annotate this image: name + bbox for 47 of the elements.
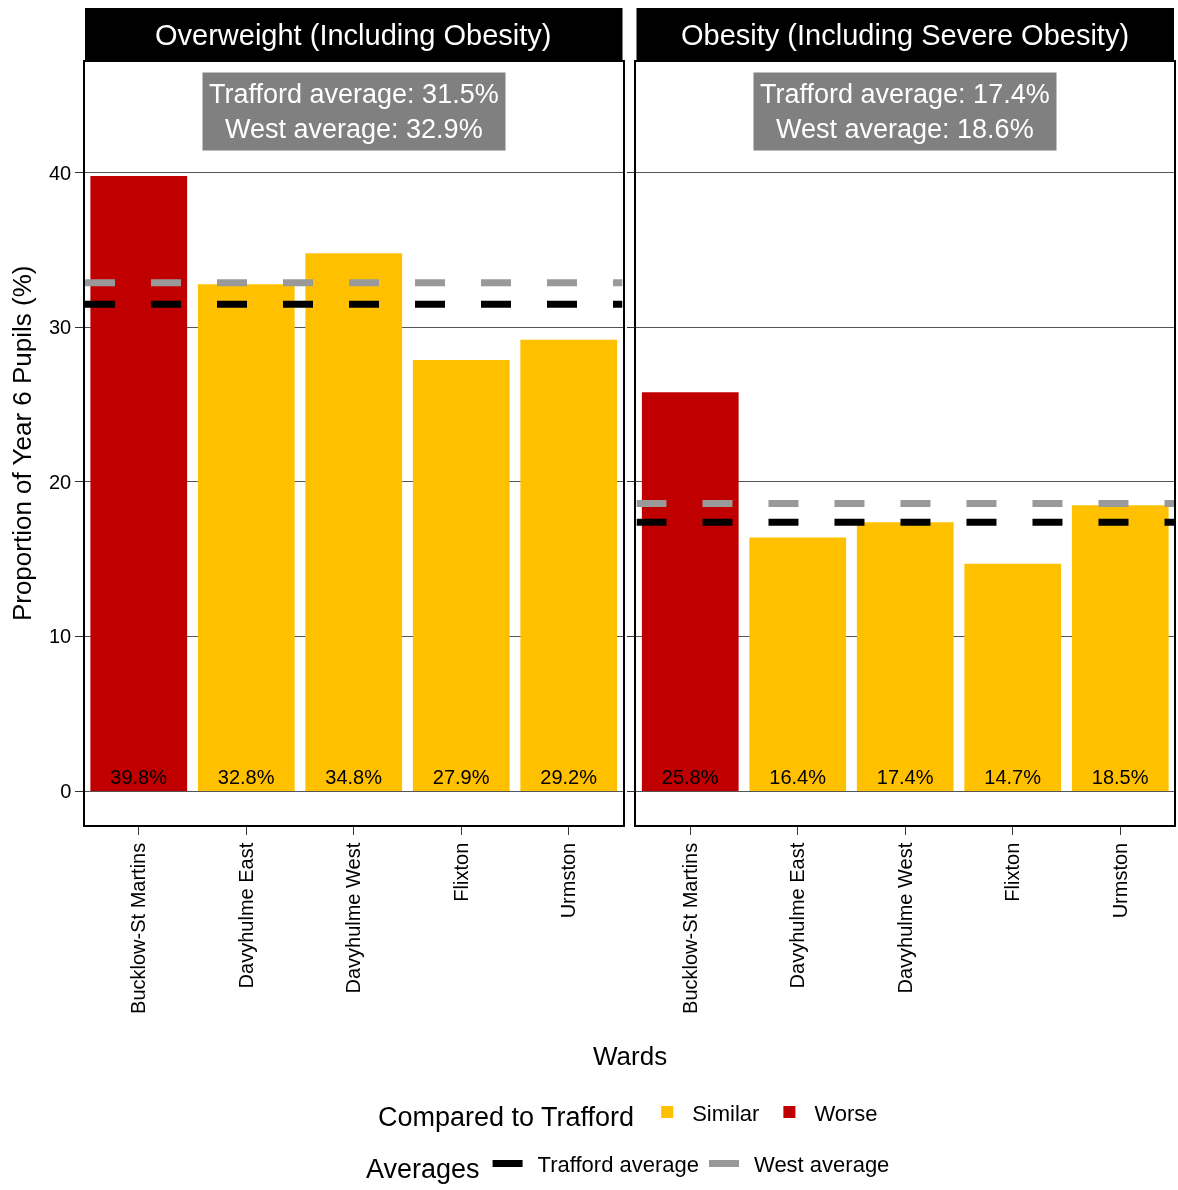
x-axis-title: Wards <box>593 1041 668 1071</box>
data-label: 32.8% <box>217 766 275 788</box>
legend-label: Worse <box>814 1100 878 1126</box>
bar <box>197 284 295 791</box>
data-label: 25.8% <box>661 766 719 788</box>
x-tick-label: Urmston <box>557 842 580 919</box>
bar <box>641 392 739 791</box>
data-label: 39.8% <box>110 766 168 788</box>
y-tick-label: 40 <box>49 161 72 184</box>
legend-label: Similar <box>692 1100 760 1126</box>
y-tick-label: 30 <box>49 316 72 339</box>
annotation: Trafford average: 31.5% West average: 32.9% <box>209 79 499 145</box>
bar <box>520 339 618 791</box>
bar <box>749 537 847 791</box>
x-tick-label: Davyhulme East <box>786 842 809 989</box>
legend-label: Trafford average <box>537 1152 700 1178</box>
bar <box>1071 505 1169 791</box>
x-tick-label: Flixton <box>1001 842 1024 902</box>
x-tick-label: Davyhulme West <box>893 842 916 994</box>
x-tick-label: Flixton <box>449 842 472 902</box>
bar <box>90 176 188 791</box>
chart-title: Obesity (Including Severe Obesity) <box>681 19 1130 51</box>
data-label: 16.4% <box>769 766 827 788</box>
annotation: Trafford average: 17.4% West average: 18.6% <box>760 79 1050 145</box>
x-tick-label: Urmston <box>1108 842 1131 919</box>
legend-title: Averages <box>366 1153 480 1184</box>
y-axis-title: Proportion of Year 6 Pupils (%) <box>6 265 37 622</box>
bar <box>856 522 954 791</box>
y-tick-label: 10 <box>49 625 72 648</box>
bar <box>964 563 1062 791</box>
y-tick-label: 0 <box>60 780 72 802</box>
x-tick-label: Davyhulme East <box>234 842 257 989</box>
bar <box>305 253 403 791</box>
x-tick-label: Davyhulme West <box>342 842 365 994</box>
data-label: 29.2% <box>540 766 598 788</box>
data-label: 18.5% <box>1091 766 1149 788</box>
data-label: 17.4% <box>876 766 934 788</box>
legend-label: West average <box>754 1152 890 1178</box>
data-label: 34.8% <box>325 766 383 788</box>
legend-title: Compared to Trafford <box>378 1102 635 1133</box>
x-tick-label: Bucklow-St Martins <box>678 842 701 1014</box>
x-tick-label: Bucklow-St Martins <box>127 842 150 1014</box>
bar <box>412 359 510 791</box>
data-label: 27.9% <box>432 766 490 788</box>
chart-title: Overweight (Including Obesity) <box>155 19 552 51</box>
data-label: 14.7% <box>984 766 1042 788</box>
y-tick-label: 20 <box>49 470 72 493</box>
